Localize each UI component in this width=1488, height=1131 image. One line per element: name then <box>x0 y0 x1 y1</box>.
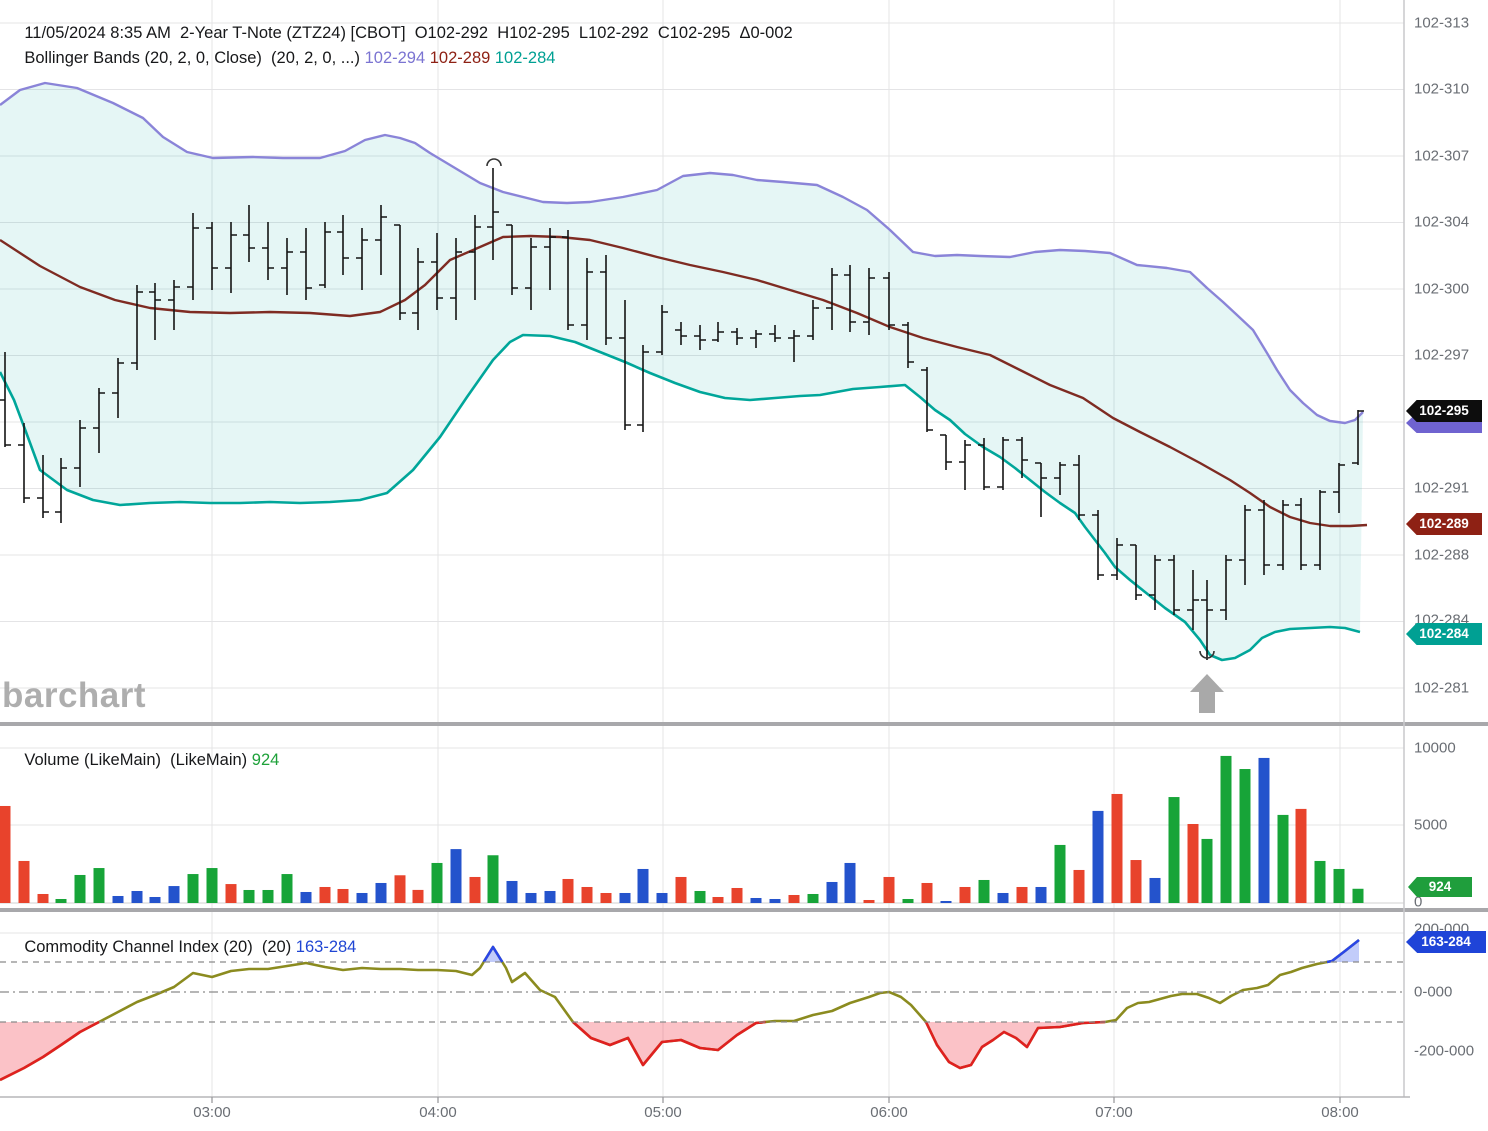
time-axis-label: 05:00 <box>644 1104 682 1121</box>
cci-axis-label: -200-000 <box>1414 1042 1475 1060</box>
price-axis-label: 102-307 <box>1414 147 1470 165</box>
bollinger-lower-band-badge: 102-284 <box>1406 623 1482 645</box>
price-axis-label: 102-281 <box>1414 679 1470 697</box>
volume-value: 924 <box>251 751 280 769</box>
bollinger-upper-value: 102-294 <box>364 49 426 67</box>
price-axis-label: 102-291 <box>1414 479 1470 497</box>
chart-title-text: 11/05/2024 8:35 AM 2-Year T-Note (ZTZ24)… <box>24 24 793 42</box>
chart-title: 11/05/2024 8:35 AM 2-Year T-Note (ZTZ24)… <box>6 5 793 62</box>
bollinger-label: Bollinger Bands (20, 2, 0, Close) (20, 2… <box>24 49 365 67</box>
bollinger-lower-value: 102-284 <box>490 49 556 67</box>
current-cci-badge: 163-284 <box>1406 931 1486 953</box>
indicator-legend: Bollinger Bands (20, 2, 0, Close) (20, 2… <box>6 30 555 87</box>
volume-axis-label: 10000 <box>1414 739 1456 757</box>
volume-pane-title: Volume (LikeMain) (LikeMain) 924 <box>6 732 279 789</box>
price-axis-label: 102-310 <box>1414 80 1470 98</box>
price-axis-label: 102-297 <box>1414 346 1470 364</box>
bollinger-middle-band-badge: 102-289 <box>1406 513 1482 535</box>
volume-axis-label: 0 <box>1414 893 1423 911</box>
last-price-badge: 102-295 <box>1406 400 1482 422</box>
cci-pane-title: Commodity Channel Index (20) (20) 163-28… <box>6 919 356 976</box>
cci-label: Commodity Channel Index (20) (20) <box>24 938 296 956</box>
price-axis-label: 102-304 <box>1414 213 1470 231</box>
cci-axis-label: 0-000 <box>1414 983 1453 1001</box>
bollinger-middle-value: 102-289 <box>425 49 491 67</box>
volume-axis-label: 5000 <box>1414 816 1448 834</box>
time-axis-label: 03:00 <box>193 1104 231 1121</box>
time-axis-label: 08:00 <box>1321 1104 1359 1121</box>
time-axis-label: 04:00 <box>419 1104 457 1121</box>
price-axis-label: 102-300 <box>1414 280 1470 298</box>
volume-label: Volume (LikeMain) (LikeMain) <box>24 751 252 769</box>
price-axis-label: 102-288 <box>1414 546 1470 564</box>
current-volume-badge: 924 <box>1408 877 1472 897</box>
price-axis-label: 102-313 <box>1414 14 1470 32</box>
barchart-logo: barchart <box>2 676 147 715</box>
time-axis-label: 07:00 <box>1095 1104 1133 1121</box>
cci-value: 163-284 <box>295 938 357 956</box>
time-axis-label: 06:00 <box>870 1104 908 1121</box>
